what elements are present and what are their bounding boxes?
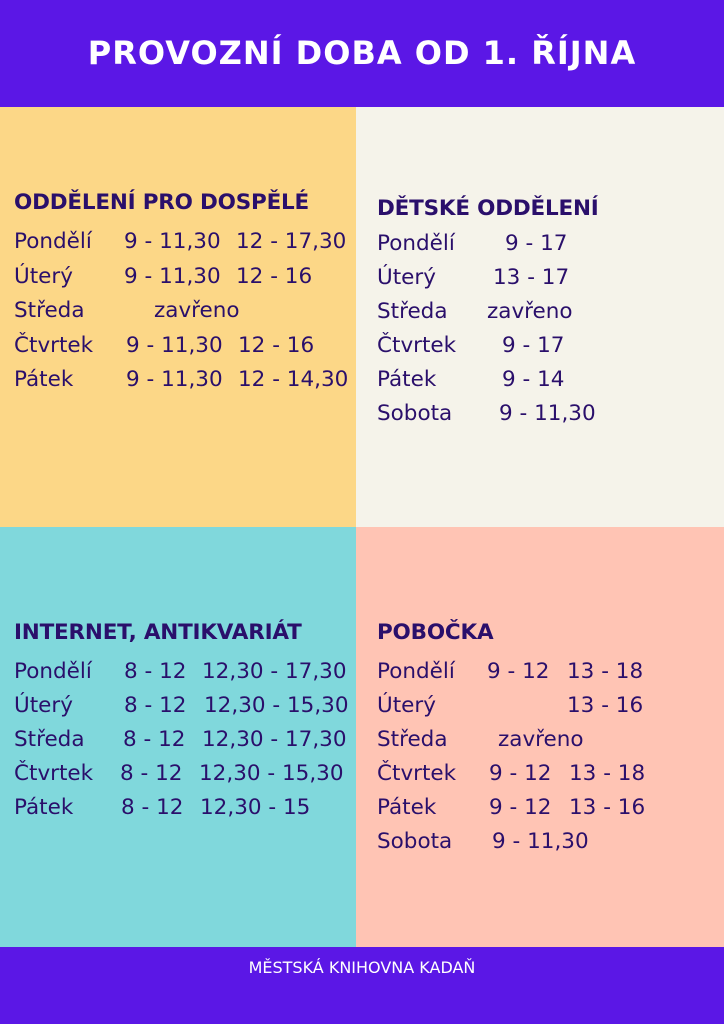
internet-section: INTERNET, ANTIKVARIÁT Pondělí 8 - 12 12,… bbox=[14, 620, 349, 829]
internet-heading: INTERNET, ANTIKVARIÁT bbox=[14, 620, 302, 645]
day-label: Středa bbox=[377, 727, 448, 752]
hours-afternoon: 13 - 16 bbox=[567, 693, 644, 718]
day-label: Čtvrtek bbox=[14, 761, 94, 786]
children-row: Středa zavřeno bbox=[377, 299, 599, 333]
hours-morning: 9 - 11,30 bbox=[124, 263, 221, 289]
page-title: PROVOZNÍ DOBA OD 1. ŘÍJNA bbox=[87, 33, 637, 72]
hours-morning: 8 - 12 bbox=[124, 659, 187, 684]
branch-row: Úterý 13 - 16 bbox=[377, 693, 643, 727]
hours-afternoon: 13 - 18 bbox=[569, 761, 646, 786]
day-label: Úterý bbox=[14, 263, 73, 289]
hours-afternoon: 12 - 16 bbox=[238, 332, 315, 358]
children-heading: DĚTSKÉ ODDĚLENÍ bbox=[377, 196, 599, 221]
adults-section: ODDĚLENÍ PRO DOSPĚLÉ Pondělí 9 - 11,30 1… bbox=[14, 190, 348, 402]
adults-panel bbox=[0, 107, 356, 527]
hours-morning: 8 - 12 bbox=[120, 761, 183, 786]
hours-morning: 9 - 11,30 bbox=[126, 367, 223, 392]
day-label: Pátek bbox=[377, 367, 437, 392]
closed-label: zavřeno bbox=[498, 727, 584, 752]
internet-panel bbox=[0, 527, 356, 947]
library-name: MĚSTSKÁ KNIHOVNA KADAŇ bbox=[248, 958, 476, 977]
hours: 9 - 17 bbox=[502, 333, 565, 358]
day-label: Úterý bbox=[14, 693, 73, 718]
day-label: Sobota bbox=[377, 401, 453, 426]
internet-row: Pondělí 8 - 12 12,30 - 17,30 bbox=[14, 659, 347, 693]
internet-row: Pátek 8 - 12 12,30 - 15 bbox=[14, 795, 310, 829]
branch-panel bbox=[356, 527, 724, 947]
hours-afternoon: 12 - 17,30 bbox=[236, 229, 347, 254]
hours-morning: 8 - 12 bbox=[124, 693, 187, 718]
branch-row: Pondělí 9 - 12 13 - 18 bbox=[377, 659, 643, 693]
adults-row: Pondělí 9 - 11,30 12 - 17,30 bbox=[14, 229, 346, 264]
closed-label: zavřeno bbox=[487, 299, 573, 324]
hours-afternoon: 12,30 - 15,30 bbox=[199, 761, 344, 786]
day-label: Čtvrtek bbox=[377, 761, 457, 786]
hours-afternoon: 12 - 14,30 bbox=[238, 367, 349, 392]
day-label: Pondělí bbox=[14, 229, 92, 254]
children-row: Úterý 13 - 17 bbox=[377, 265, 599, 299]
hours-morning: 9 - 11,30 bbox=[126, 332, 223, 358]
branch-row: Pátek 9 - 12 13 - 16 bbox=[377, 795, 645, 829]
adults-row: Pátek 9 - 11,30 12 - 14,30 bbox=[14, 367, 348, 402]
children-row: Čtvrtek 9 - 17 bbox=[377, 333, 599, 367]
hours-morning: 9 - 12 bbox=[489, 795, 552, 820]
hours-morning: 8 - 12 bbox=[121, 795, 184, 820]
adults-heading: ODDĚLENÍ PRO DOSPĚLÉ bbox=[14, 190, 310, 215]
branch-heading: POBOČKA bbox=[377, 620, 494, 645]
day-label: Sobota bbox=[377, 829, 453, 854]
hours-afternoon: 12,30 - 17,30 bbox=[202, 727, 347, 752]
day-label: Pondělí bbox=[377, 659, 455, 684]
day-label: Čtvrtek bbox=[377, 333, 457, 358]
closed-label: zavřeno bbox=[154, 298, 240, 323]
hours-afternoon: 13 - 18 bbox=[567, 659, 644, 684]
day-label: Pátek bbox=[14, 795, 74, 820]
footer-banner: MĚSTSKÁ KNIHOVNA KADAŇ bbox=[0, 947, 724, 1024]
day-label: Pátek bbox=[14, 367, 74, 392]
children-row: Sobota 9 - 11,30 bbox=[377, 401, 599, 435]
hours-morning: 9 - 11,30 bbox=[124, 229, 221, 254]
hours: 9 - 17 bbox=[505, 231, 568, 256]
day-label: Čtvrtek bbox=[14, 332, 94, 358]
adults-row: Čtvrtek 9 - 11,30 12 - 16 bbox=[14, 332, 314, 368]
day-label: Úterý bbox=[377, 265, 436, 290]
day-label: Středa bbox=[14, 298, 85, 323]
hours: 9 - 14 bbox=[502, 367, 565, 392]
hours-afternoon: 12,30 - 17,30 bbox=[202, 659, 347, 684]
children-row: Pondělí 9 - 17 bbox=[377, 231, 599, 265]
day-label: Středa bbox=[14, 727, 85, 752]
hours-morning: 8 - 12 bbox=[123, 727, 186, 752]
internet-row: Čtvrtek 8 - 12 12,30 - 15,30 bbox=[14, 761, 344, 795]
hours-afternoon: 13 - 16 bbox=[569, 795, 646, 820]
adults-row: Středa zavřeno bbox=[14, 298, 309, 333]
day-label: Pondělí bbox=[14, 659, 92, 684]
hours-morning: 9 - 12 bbox=[489, 761, 552, 786]
internet-row: Středa 8 - 12 12,30 - 17,30 bbox=[14, 727, 347, 761]
day-label: Středa bbox=[377, 299, 448, 324]
children-section: DĚTSKÉ ODDĚLENÍ Pondělí 9 - 17 Úterý 13 … bbox=[377, 196, 599, 435]
hours-morning: 9 - 12 bbox=[487, 659, 550, 684]
branch-row: Čtvrtek 9 - 12 13 - 18 bbox=[377, 761, 645, 795]
header-banner: PROVOZNÍ DOBA OD 1. ŘÍJNA bbox=[0, 0, 724, 107]
hours-morning: 9 - 11,30 bbox=[492, 829, 589, 854]
hours-afternoon: 12,30 - 15,30 bbox=[204, 693, 349, 718]
day-label: Úterý bbox=[377, 693, 436, 718]
hours: 13 - 17 bbox=[493, 265, 570, 290]
day-label: Pondělí bbox=[377, 231, 455, 256]
hours: 9 - 11,30 bbox=[499, 401, 596, 426]
adults-row: Úterý 9 - 11,30 12 - 16 bbox=[14, 263, 313, 299]
branch-row: Sobota 9 - 11,30 bbox=[377, 829, 589, 863]
hours-afternoon: 12 - 16 bbox=[236, 263, 313, 289]
branch-section: POBOČKA Pondělí 9 - 12 13 - 18 Úterý 13 … bbox=[377, 620, 645, 863]
internet-row: Úterý 8 - 12 12,30 - 15,30 bbox=[14, 693, 349, 727]
children-panel bbox=[356, 107, 724, 527]
day-label: Pátek bbox=[377, 795, 437, 820]
hours-afternoon: 12,30 - 15 bbox=[200, 795, 311, 820]
branch-row: Středa zavřeno bbox=[377, 727, 584, 761]
children-row: Pátek 9 - 14 bbox=[377, 367, 599, 401]
